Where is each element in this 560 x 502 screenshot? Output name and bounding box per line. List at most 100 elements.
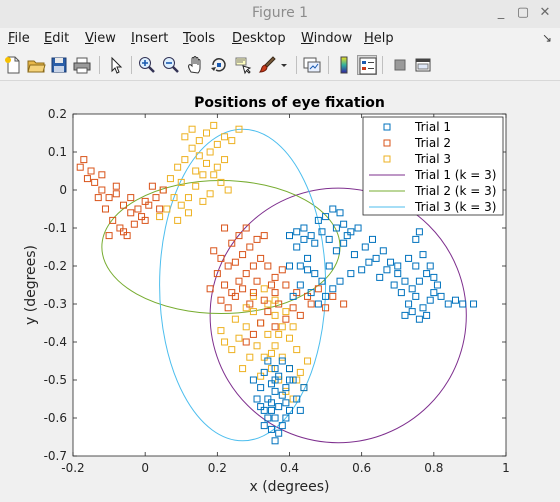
rotate-3d-icon[interactable] [209,55,229,75]
data-point-trial-1 [271,376,279,384]
data-point-trial-1 [459,300,467,308]
zoom-in-icon[interactable] [137,55,157,75]
menu-edit[interactable]: Edit [44,31,69,46]
data-point-trial-1 [332,224,340,232]
zoom-out-icon[interactable] [161,55,181,75]
open-file-icon[interactable] [26,55,46,75]
menu-tools-mnemonic: T [183,31,189,46]
data-point-trial-1 [394,270,402,278]
data-point-trial-2 [105,194,113,202]
data-point-trial-1 [293,243,301,251]
legend-marker [383,155,391,163]
data-point-trial-1 [257,403,265,411]
fit-ellipse-trial-1 [209,187,467,444]
legend-label: Trial 3 [414,152,451,166]
data-point-trial-2 [217,296,225,304]
menu-tools[interactable]: Tools [183,31,215,46]
menu-file[interactable]: File [8,31,30,46]
menu-view[interactable]: View [85,31,116,46]
data-cursor-icon[interactable] [233,55,253,75]
legend-icon[interactable] [357,55,377,75]
menu-window[interactable]: Window [301,31,352,46]
data-point-trial-2 [80,156,88,164]
data-point-trial-1 [278,391,286,399]
menu-help[interactable]: Help [364,31,394,46]
data-point-trial-1 [300,384,308,392]
print-icon[interactable] [72,55,92,75]
menu-desktop[interactable]: Desktop [232,31,286,46]
data-point-trial-1 [275,372,283,380]
menu-edit-label: dit [52,31,70,46]
data-point-trial-3 [188,144,196,152]
data-point-trial-3 [206,190,214,198]
menu-help-label: elp [373,31,394,46]
data-point-trial-2 [206,285,214,293]
data-point-trial-1 [260,422,268,430]
figure-area: Positions of eye fixation -0.2 0 0.2 0.4 0.6 0… [0,81,560,502]
colorbar-icon[interactable] [334,55,354,75]
data-point-trial-1 [415,277,423,285]
close-button[interactable]: ✕ [539,5,551,20]
menu-desktop-mnemonic: D [232,31,243,46]
scatter-plot[interactable]: Positions of eye fixation -0.2 0 0.2 0.4 0.6 0… [0,81,560,502]
data-point-trial-2 [231,292,239,300]
data-point-trial-1 [329,285,337,293]
data-point-trial-1 [278,422,286,430]
new-figure-icon[interactable] [3,55,23,75]
data-point-trial-2 [329,292,337,300]
data-point-trial-2 [127,194,135,202]
data-point-trial-1 [267,380,275,388]
legend-box[interactable] [362,116,504,216]
minimize-button[interactable]: _ [497,5,505,20]
pan-hand-icon[interactable] [185,55,205,75]
data-point-trial-2 [296,311,304,319]
data-point-trial-2 [116,224,124,232]
data-point-trial-2 [246,300,254,308]
data-point-trial-3 [177,201,185,209]
data-point-trial-1 [271,414,279,422]
y-tick-label: -0.5 [44,373,67,387]
data-point-trial-3 [260,285,268,293]
data-point-trial-3 [199,171,207,179]
undock-icon[interactable]: ↘ [541,31,552,45]
fit-ellipse-trial-3 [159,128,327,442]
data-point-trial-3 [260,353,268,361]
data-point-trial-3 [228,346,236,354]
restore-button[interactable]: ▢ [516,5,530,20]
toolbar-separator [296,56,297,74]
data-point-trial-2 [112,190,120,198]
data-point-trial-3 [242,323,250,331]
brush-dropdown-icon[interactable] [279,55,289,75]
data-point-trial-1 [286,406,293,414]
save-icon[interactable] [49,55,69,75]
data-point-trial-2 [210,247,218,255]
brush-icon[interactable] [257,55,277,75]
menu-insert[interactable]: Insert [131,31,168,46]
data-point-trial-2 [224,262,232,270]
dock-icon[interactable] [413,55,433,75]
data-point-trial-3 [293,376,301,384]
y-tick-label: -0.1 [44,221,67,235]
data-point-trial-1 [282,399,290,407]
select-arrow-icon[interactable] [106,55,126,75]
hide-tools-icon[interactable] [390,55,410,75]
data-point-trial-3 [271,296,279,304]
data-point-trial-1 [347,228,355,236]
data-point-trial-3 [289,323,297,331]
menu-edit-mnemonic: E [44,31,53,46]
data-point-trial-1 [451,296,459,304]
data-point-trial-3 [213,163,221,171]
data-point-trial-3 [282,387,290,395]
data-point-trial-2 [242,224,250,232]
data-point-trial-3 [249,292,257,300]
data-point-trial-2 [260,296,268,304]
data-point-trial-1 [275,403,283,411]
menu-view-mnemonic: V [85,31,94,46]
link-plot-icon[interactable] [302,55,322,75]
data-point-trial-1 [307,232,315,240]
data-point-trial-2 [83,175,91,183]
x-tick-label: 0.6 [352,461,371,475]
data-point-trial-2 [249,330,257,338]
data-point-trial-3 [195,152,203,160]
data-point-trial-1 [260,368,268,376]
